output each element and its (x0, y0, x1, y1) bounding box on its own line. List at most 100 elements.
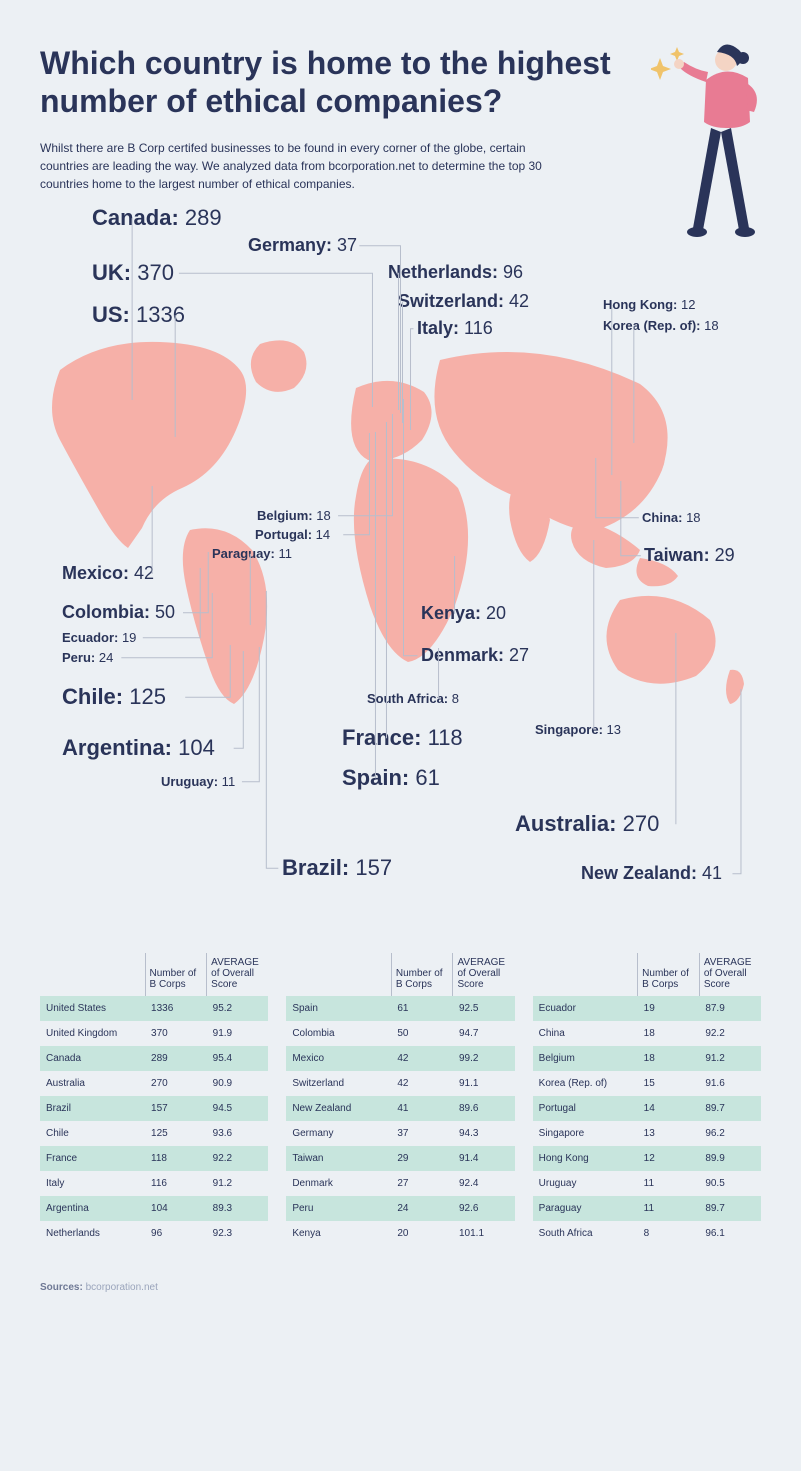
callout-value: 42 (129, 563, 154, 583)
table-cell-count: 50 (391, 1021, 453, 1046)
callout-country: Kenya: (421, 603, 481, 623)
table-cell-count: 29 (391, 1146, 453, 1171)
table-cell-country: Belgium (533, 1046, 638, 1071)
table-cell-avg: 96.1 (699, 1221, 761, 1246)
table-row: Belgium1891.2 (533, 1046, 761, 1071)
table-cell-country: Germany (286, 1121, 391, 1146)
callout-country: Portugal: (255, 527, 312, 542)
sources-label: Sources: (40, 1282, 83, 1293)
map-callout: France: 118 (342, 725, 463, 751)
table-cell-count: 289 (145, 1046, 207, 1071)
table-cell-country: Argentina (40, 1196, 145, 1221)
table-row: Chile12593.6 (40, 1121, 268, 1146)
table-cell-country: China (533, 1021, 638, 1046)
map-callout: Denmark: 27 (421, 645, 529, 666)
callout-country: Chile: (62, 684, 123, 709)
table-row: Uruguay1190.5 (533, 1171, 761, 1196)
data-table: Number of B CorpsAVERAGE of Overall Scor… (40, 953, 268, 1246)
map-area: Canada: 289Germany: 37UK: 370Netherlands… (40, 205, 761, 945)
table-row: Kenya20101.1 (286, 1221, 514, 1246)
table-row: Hong Kong1289.9 (533, 1146, 761, 1171)
table-cell-avg: 92.6 (453, 1196, 515, 1221)
table-row: Taiwan2991.4 (286, 1146, 514, 1171)
table-cell-avg: 91.4 (453, 1146, 515, 1171)
callout-value: 1336 (130, 302, 185, 327)
table-cell-country: Spain (286, 996, 391, 1021)
table-cell-avg: 91.9 (207, 1021, 269, 1046)
callout-value: 289 (179, 205, 222, 230)
table-cell-avg: 90.5 (699, 1171, 761, 1196)
table-header (533, 953, 638, 996)
data-table: Number of B CorpsAVERAGE of Overall Scor… (533, 953, 761, 1246)
callout-country: China: (642, 510, 682, 525)
table-cell-avg: 95.4 (207, 1046, 269, 1071)
callout-country: Hong Kong: (603, 297, 677, 312)
table-row: Canada28995.4 (40, 1046, 268, 1071)
table-row: Australia27090.9 (40, 1071, 268, 1096)
table-cell-count: 61 (391, 996, 453, 1021)
table-cell-avg: 92.4 (453, 1171, 515, 1196)
map-callout: Australia: 270 (515, 811, 659, 837)
table-row: Netherlands9692.3 (40, 1221, 268, 1246)
table-cell-count: 157 (145, 1096, 207, 1121)
table-cell-avg: 92.2 (699, 1021, 761, 1046)
map-callout: Netherlands: 96 (388, 262, 523, 283)
table-cell-avg: 89.7 (699, 1196, 761, 1221)
callout-value: 50 (150, 602, 175, 622)
table-header: Number of B Corps (638, 953, 700, 996)
callout-value: 11 (275, 546, 292, 561)
callout-country: Netherlands: (388, 262, 498, 282)
table-cell-avg: 89.7 (699, 1096, 761, 1121)
map-callout: Switzerland: 42 (398, 291, 529, 312)
infographic-container: Which country is home to the highest num… (0, 0, 801, 1313)
tables-container: Number of B CorpsAVERAGE of Overall Scor… (40, 953, 761, 1246)
callout-country: Uruguay: (161, 774, 218, 789)
callout-value: 12 (677, 297, 695, 312)
map-callout: Paraguay: 11 (212, 546, 292, 561)
table-cell-country: Singapore (533, 1121, 638, 1146)
callout-country: Singapore: (535, 722, 603, 737)
page-subtitle: Whilst there are B Corp certifed busines… (40, 139, 560, 193)
callout-value: 29 (710, 545, 735, 565)
map-callout: Kenya: 20 (421, 603, 506, 624)
callout-value: 37 (332, 235, 357, 255)
callout-country: UK: (92, 260, 131, 285)
callout-country: US: (92, 302, 130, 327)
callout-country: South Africa: (367, 691, 448, 706)
table-row: Argentina10489.3 (40, 1196, 268, 1221)
callout-value: 19 (118, 630, 136, 645)
page-title: Which country is home to the highest num… (40, 44, 640, 121)
callout-value: 125 (123, 684, 166, 709)
table-cell-count: 96 (145, 1221, 207, 1246)
table-cell-avg: 94.7 (453, 1021, 515, 1046)
table-cell-avg: 94.5 (207, 1096, 269, 1121)
callout-value: 96 (498, 262, 523, 282)
table-cell-count: 42 (391, 1046, 453, 1071)
callout-country: New Zealand: (581, 863, 697, 883)
table-cell-country: Mexico (286, 1046, 391, 1071)
table-header: Number of B Corps (145, 953, 207, 996)
map-callout: Mexico: 42 (62, 563, 154, 584)
map-callout: Hong Kong: 12 (603, 297, 695, 312)
table-cell-count: 125 (145, 1121, 207, 1146)
table-row: Mexico4299.2 (286, 1046, 514, 1071)
table-cell-country: Hong Kong (533, 1146, 638, 1171)
map-callout: Colombia: 50 (62, 602, 175, 623)
callout-country: Spain: (342, 765, 409, 790)
table-cell-country: Ecuador (533, 996, 638, 1021)
table-cell-country: Netherlands (40, 1221, 145, 1246)
table-row: Italy11691.2 (40, 1171, 268, 1196)
table-cell-avg: 92.5 (453, 996, 515, 1021)
map-callout: Belgium: 18 (257, 508, 331, 523)
map-callout: Taiwan: 29 (644, 545, 735, 566)
callout-country: Colombia: (62, 602, 150, 622)
map-callout: Peru: 24 (62, 650, 113, 665)
map-callout: Germany: 37 (248, 235, 357, 256)
table-row: France11892.2 (40, 1146, 268, 1171)
callout-value: 116 (459, 318, 493, 338)
table-cell-avg: 94.3 (453, 1121, 515, 1146)
callout-value: 270 (616, 811, 659, 836)
table-row: New Zealand4189.6 (286, 1096, 514, 1121)
sources-value: bcorporation.net (86, 1282, 158, 1293)
callout-value: 18 (682, 510, 700, 525)
